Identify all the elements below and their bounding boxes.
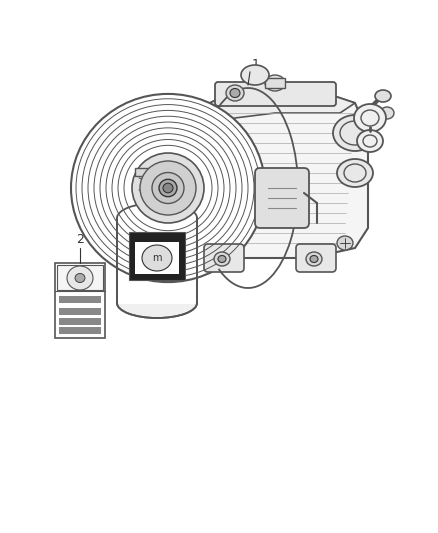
- Ellipse shape: [306, 252, 322, 266]
- FancyBboxPatch shape: [204, 244, 244, 272]
- Bar: [57, 265, 103, 290]
- Ellipse shape: [218, 255, 226, 262]
- Ellipse shape: [357, 130, 383, 152]
- Bar: [59, 318, 101, 325]
- Ellipse shape: [265, 75, 285, 91]
- Bar: [117, 218, 197, 303]
- Bar: [135, 242, 179, 274]
- Bar: [265, 78, 285, 88]
- Text: 2: 2: [76, 233, 84, 246]
- Bar: [59, 296, 101, 303]
- Ellipse shape: [75, 273, 85, 282]
- Ellipse shape: [214, 252, 230, 266]
- FancyBboxPatch shape: [255, 168, 309, 228]
- Bar: [147, 192, 167, 206]
- Bar: [59, 308, 101, 315]
- Ellipse shape: [380, 107, 394, 119]
- FancyBboxPatch shape: [296, 244, 336, 272]
- Ellipse shape: [132, 153, 204, 223]
- Text: 1: 1: [252, 58, 260, 71]
- Ellipse shape: [375, 90, 391, 102]
- Ellipse shape: [140, 161, 196, 215]
- Ellipse shape: [354, 104, 386, 132]
- Bar: [55, 263, 105, 338]
- Ellipse shape: [241, 65, 269, 85]
- Polygon shape: [137, 176, 177, 192]
- Bar: [118, 218, 196, 303]
- Text: 3: 3: [153, 141, 161, 154]
- Bar: [129, 232, 185, 280]
- Bar: [135, 168, 179, 176]
- Bar: [59, 327, 101, 334]
- Ellipse shape: [230, 88, 240, 98]
- Ellipse shape: [159, 179, 177, 197]
- Ellipse shape: [152, 173, 184, 204]
- Ellipse shape: [117, 288, 197, 318]
- Ellipse shape: [333, 115, 377, 151]
- Ellipse shape: [337, 159, 373, 187]
- Ellipse shape: [337, 236, 353, 250]
- Ellipse shape: [142, 245, 172, 271]
- Polygon shape: [210, 88, 355, 128]
- Ellipse shape: [71, 94, 265, 282]
- Polygon shape: [200, 88, 368, 258]
- Text: m: m: [152, 253, 162, 263]
- Ellipse shape: [310, 255, 318, 262]
- Bar: [119, 217, 195, 304]
- Ellipse shape: [226, 85, 244, 101]
- FancyBboxPatch shape: [215, 82, 336, 106]
- Ellipse shape: [117, 203, 197, 233]
- Ellipse shape: [67, 266, 93, 290]
- Ellipse shape: [163, 183, 173, 193]
